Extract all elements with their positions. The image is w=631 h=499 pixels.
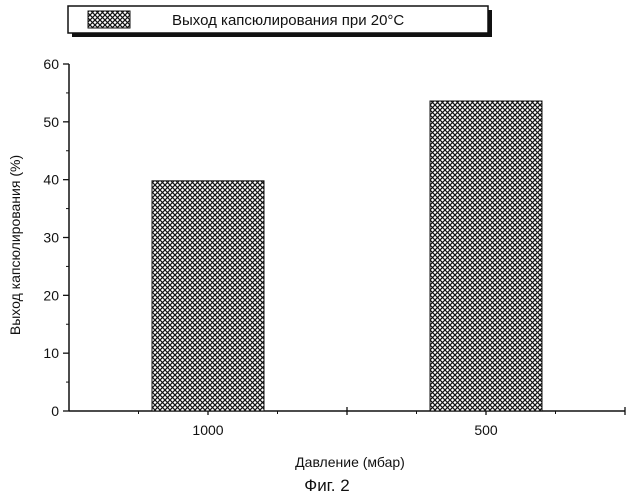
bar (430, 101, 542, 411)
x-tick-label: 500 (474, 422, 498, 438)
x-axis-title: Давление (мбар) (295, 454, 405, 470)
legend-swatch (88, 11, 130, 28)
y-tick-label: 30 (43, 230, 59, 246)
bar (152, 181, 264, 411)
y-tick-label: 20 (43, 287, 59, 303)
y-ticks: 0 10 20 30 40 50 60 (43, 56, 69, 419)
figure-caption: Фиг. 2 (304, 476, 349, 495)
y-tick-label: 10 (43, 345, 59, 361)
bars (152, 101, 542, 411)
y-tick-label: 60 (43, 56, 59, 72)
x-tick-label: 1000 (192, 422, 223, 438)
legend-label: Выход капсюлирования при 20°C (172, 12, 404, 29)
y-tick-label: 0 (51, 403, 59, 419)
legend: Выход капсюлирования при 20°C (68, 6, 492, 37)
y-tick-label: 50 (43, 114, 59, 130)
y-axis-title: Выход капсюлирования (%) (7, 155, 23, 335)
y-tick-label: 40 (43, 172, 59, 188)
